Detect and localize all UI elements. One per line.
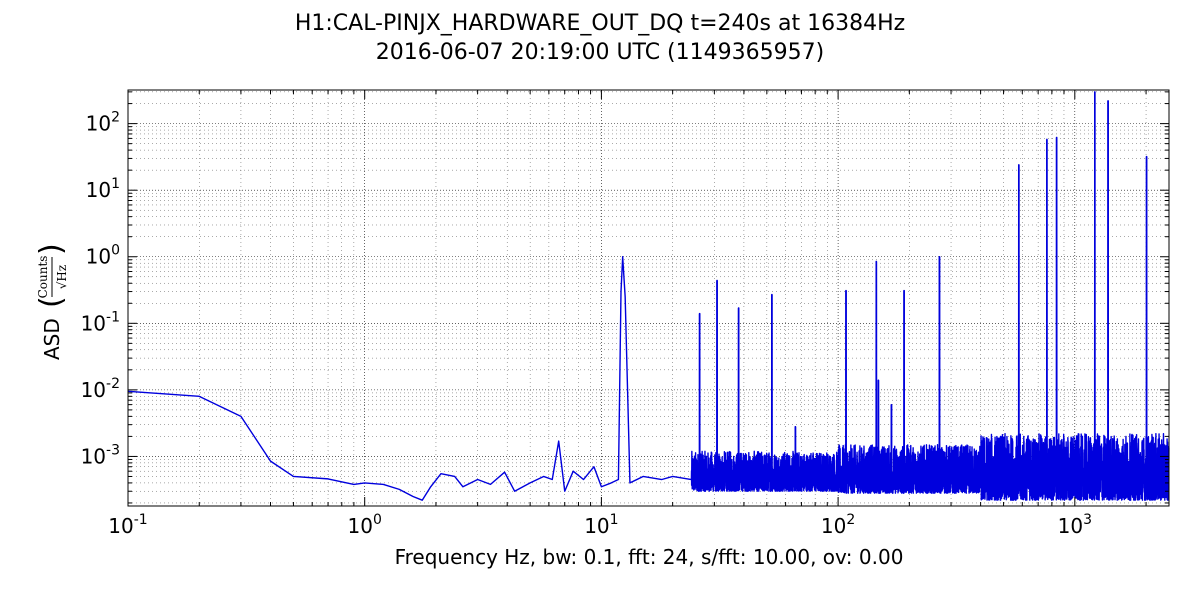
x-tick-label: 102 — [821, 512, 855, 538]
y-axis-unit-open-paren: ( — [34, 296, 69, 308]
x-tick-label: 100 — [348, 512, 382, 538]
tick-marks — [127, 90, 1169, 506]
y-tick-label: 101 — [86, 176, 120, 202]
x-tick-label: 10-1 — [108, 512, 147, 538]
asd-series-line — [127, 91, 1170, 501]
y-axis-unit-numerator: Counts — [36, 256, 50, 299]
y-axis-unit-denominator: √Hz — [55, 265, 69, 289]
plot-frame — [127, 89, 1170, 507]
y-axis-unit-close-paren: ) — [34, 243, 69, 255]
y-tick-label: 10-2 — [81, 376, 120, 402]
series-layer — [127, 91, 1170, 501]
y-tick-label: 10-1 — [81, 309, 120, 335]
x-tick-label: 103 — [1058, 512, 1092, 538]
y-axis-label-text: ASD — [40, 318, 64, 360]
y-tick-label: 100 — [86, 243, 120, 269]
x-tick-label: 101 — [584, 512, 618, 538]
grid-lines — [127, 90, 1169, 506]
x-axis-label: Frequency Hz, bw: 0.1, fft: 24, s/fft: 1… — [395, 545, 904, 569]
y-tick-labels: 10-3 10-2 10-1 100 101 102 — [81, 110, 120, 469]
plot-background — [128, 90, 1169, 506]
y-tick-label: 102 — [86, 110, 120, 136]
chart-subtitle: 2016-06-07 20:19:00 UTC (1149365957) — [376, 40, 824, 65]
y-axis-label: ASD ( Counts √Hz ) — [34, 243, 69, 360]
chart-title: H1:CAL-PINJX_HARDWARE_OUT_DQ t=240s at 1… — [295, 11, 905, 36]
x-tick-labels: 10-1 100 101 102 103 — [108, 512, 1092, 538]
y-tick-label: 10-3 — [81, 442, 120, 468]
